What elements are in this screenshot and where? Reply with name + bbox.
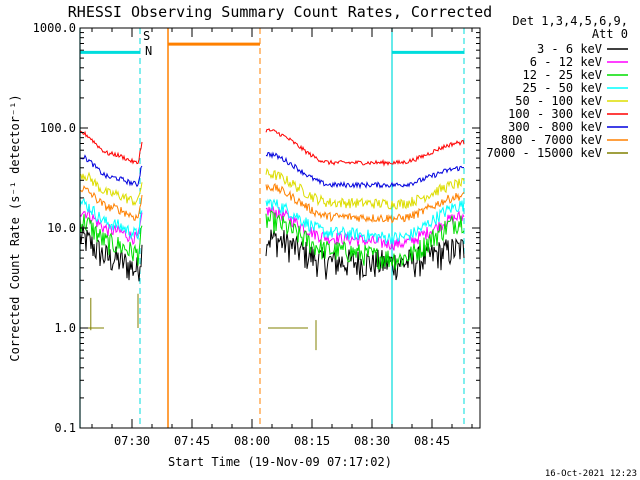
x-tick-label: 07:30 xyxy=(114,434,150,448)
legend-header-line-1: Det 1,3,4,5,6,9, xyxy=(512,14,628,28)
y-tick-label: 1.0 xyxy=(54,321,76,335)
x-tick-label: 08:00 xyxy=(234,434,270,448)
series-line xyxy=(79,130,143,165)
legend-label: 12 - 25 keV xyxy=(523,68,602,82)
series xyxy=(79,182,465,224)
series xyxy=(88,293,317,351)
series-line xyxy=(79,214,143,266)
series-line xyxy=(265,210,465,270)
x-tick-label: 07:45 xyxy=(174,434,210,448)
legend-label: 300 - 800 keV xyxy=(508,120,602,134)
series-line xyxy=(79,225,143,282)
saa-marker-label: S xyxy=(143,29,150,43)
legend-label: 50 - 100 keV xyxy=(515,94,602,108)
series xyxy=(79,225,465,282)
y-axis-label: Corrected Count Rate (s⁻¹ detector⁻¹) xyxy=(8,94,22,361)
chart-title: RHESSI Observing Summary Count Rates, Co… xyxy=(68,3,492,21)
x-tick-label: 08:45 xyxy=(414,434,450,448)
legend-label: 100 - 300 keV xyxy=(508,107,602,121)
legend-label: 3 - 6 keV xyxy=(537,42,602,56)
x-axis-label: Start Time (19-Nov-09 07:17:02) xyxy=(168,455,392,469)
y-axis: 0.1 1.0 10.0 100.0 1000.0 xyxy=(33,21,480,435)
legend-label: 800 - 7000 keV xyxy=(501,133,602,147)
series-line xyxy=(79,154,143,188)
series-line xyxy=(265,229,465,281)
series-line xyxy=(265,182,465,224)
x-tick-label: 08:30 xyxy=(354,434,390,448)
series xyxy=(79,206,465,251)
series xyxy=(79,210,465,270)
series-line xyxy=(79,198,143,241)
series-group xyxy=(79,128,465,351)
legend-label: 6 - 12 keV xyxy=(530,55,602,69)
series xyxy=(79,151,465,190)
footer-timestamp: 16-Oct-2021 12:23 xyxy=(545,469,637,479)
x-tick-label: 08:15 xyxy=(294,434,330,448)
y-tick-label: 1000.0 xyxy=(33,21,76,35)
series-line xyxy=(79,185,143,221)
legend-header-line-2: Att 0 xyxy=(592,27,628,41)
y-tick-label: 0.1 xyxy=(54,421,76,435)
y-tick-label: 100.0 xyxy=(40,121,76,135)
series xyxy=(79,198,465,246)
series-line xyxy=(265,151,465,190)
plot-area: SN xyxy=(79,27,481,429)
y-tick-label: 10.0 xyxy=(47,221,76,235)
series xyxy=(79,128,465,167)
series-line xyxy=(79,171,143,206)
night-marker-label: N xyxy=(145,44,152,58)
legend-label: 7000 - 15000 keV xyxy=(486,146,602,160)
legend-label: 25 - 50 keV xyxy=(523,81,602,95)
series-line xyxy=(265,128,465,167)
series-line xyxy=(265,167,465,210)
x-axis: 07:30 07:45 08:00 08:15 08:30 08:45 xyxy=(91,28,473,448)
series-line xyxy=(265,198,465,246)
marker-lines: SN xyxy=(79,28,465,428)
series xyxy=(79,167,465,210)
